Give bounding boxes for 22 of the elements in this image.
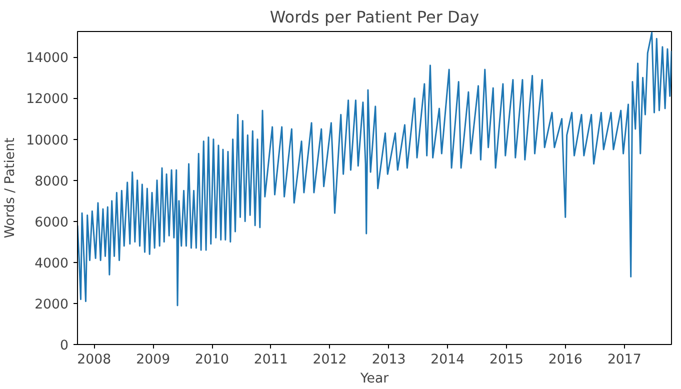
line-series bbox=[78, 32, 672, 306]
chart-title: Words per Patient Per Day bbox=[270, 8, 480, 26]
y-tick-label: 0 bbox=[60, 338, 69, 354]
x-tick-label: 2012 bbox=[312, 352, 347, 368]
y-tick-label: 4000 bbox=[34, 256, 69, 272]
x-tick-label: 2014 bbox=[430, 352, 465, 368]
y-tick-label: 12000 bbox=[26, 92, 69, 108]
x-tick-label: 2013 bbox=[372, 352, 406, 368]
x-tick-label: 2009 bbox=[136, 352, 170, 368]
y-axis-title: Words / Patient bbox=[3, 138, 18, 238]
y-tick-label: 6000 bbox=[34, 215, 69, 230]
x-tick-label: 2008 bbox=[77, 352, 112, 368]
x-tick-label: 2015 bbox=[490, 352, 524, 368]
y-tick-label: 10000 bbox=[26, 133, 69, 148]
x-tick-label: 2017 bbox=[607, 352, 642, 368]
x-axis-title: Year bbox=[359, 372, 390, 386]
y-tick-label: 2000 bbox=[34, 297, 69, 312]
x-tick-label: 2016 bbox=[548, 352, 582, 368]
y-tick-label: 8000 bbox=[34, 174, 69, 190]
x-tick-label: 2011 bbox=[254, 352, 288, 368]
y-tick-label: 14000 bbox=[26, 51, 69, 66]
x-tick-label: 2010 bbox=[195, 352, 229, 368]
